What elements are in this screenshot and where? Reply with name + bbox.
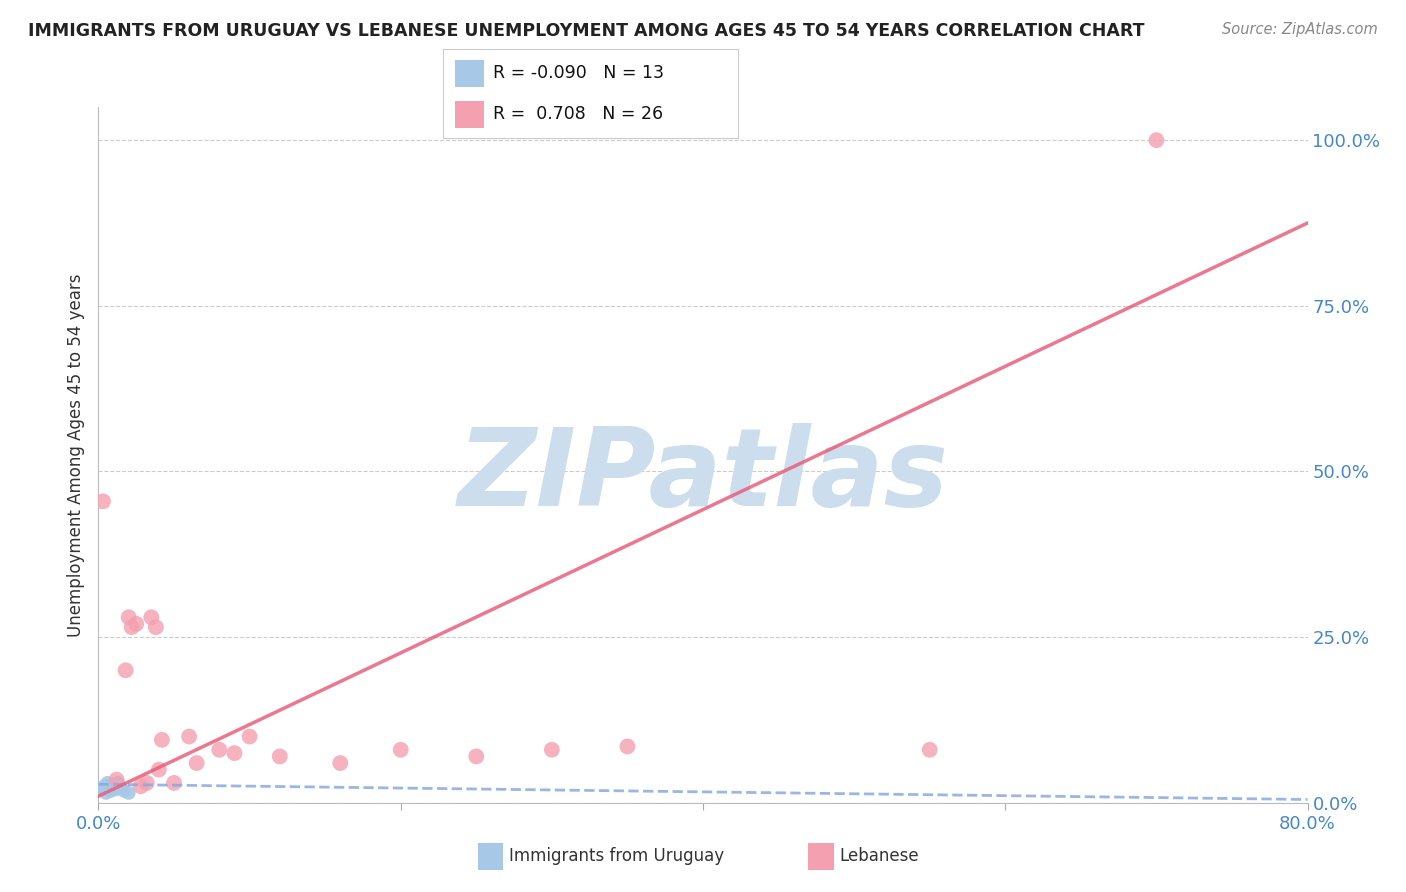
Point xyxy=(148,763,170,777)
Text: ZIPatlas: ZIPatlas xyxy=(457,423,949,529)
Point xyxy=(101,777,124,791)
Point xyxy=(145,620,167,634)
Point xyxy=(105,772,128,787)
Point xyxy=(121,620,143,634)
FancyBboxPatch shape xyxy=(454,101,484,128)
Point xyxy=(150,732,173,747)
Point xyxy=(103,779,125,793)
Point xyxy=(135,776,157,790)
Point xyxy=(239,730,262,744)
Point xyxy=(208,743,231,757)
Point xyxy=(94,786,117,800)
Y-axis label: Unemployment Among Ages 45 to 54 years: Unemployment Among Ages 45 to 54 years xyxy=(66,273,84,637)
Point xyxy=(100,784,122,798)
Point xyxy=(90,782,112,797)
Text: Source: ZipAtlas.com: Source: ZipAtlas.com xyxy=(1222,22,1378,37)
Point xyxy=(465,749,488,764)
Text: Immigrants from Uruguay: Immigrants from Uruguay xyxy=(509,847,724,865)
Point xyxy=(269,749,291,764)
Point xyxy=(110,781,132,796)
Point xyxy=(540,743,562,757)
Point xyxy=(114,663,136,677)
Point xyxy=(129,779,152,793)
Text: R =  0.708   N = 26: R = 0.708 N = 26 xyxy=(494,105,664,123)
FancyBboxPatch shape xyxy=(454,60,484,87)
Point xyxy=(98,781,121,796)
Point xyxy=(96,776,118,790)
Point xyxy=(112,784,135,798)
Text: R = -0.090   N = 13: R = -0.090 N = 13 xyxy=(494,64,664,82)
Text: IMMIGRANTS FROM URUGUAY VS LEBANESE UNEMPLOYMENT AMONG AGES 45 TO 54 YEARS CORRE: IMMIGRANTS FROM URUGUAY VS LEBANESE UNEM… xyxy=(28,22,1144,40)
Point xyxy=(125,616,148,631)
Point xyxy=(118,610,141,624)
Point xyxy=(179,730,201,744)
Point xyxy=(186,756,208,770)
Point xyxy=(389,743,412,757)
Point xyxy=(107,776,129,790)
Point xyxy=(93,779,115,793)
Point xyxy=(224,746,246,760)
Point xyxy=(104,782,127,797)
Point xyxy=(918,743,941,757)
Point xyxy=(163,776,186,790)
Point xyxy=(329,756,352,770)
Point xyxy=(141,610,163,624)
Point xyxy=(91,494,114,508)
Point xyxy=(1144,133,1167,147)
Point xyxy=(616,739,638,754)
Text: Lebanese: Lebanese xyxy=(839,847,920,865)
Point xyxy=(118,786,141,800)
